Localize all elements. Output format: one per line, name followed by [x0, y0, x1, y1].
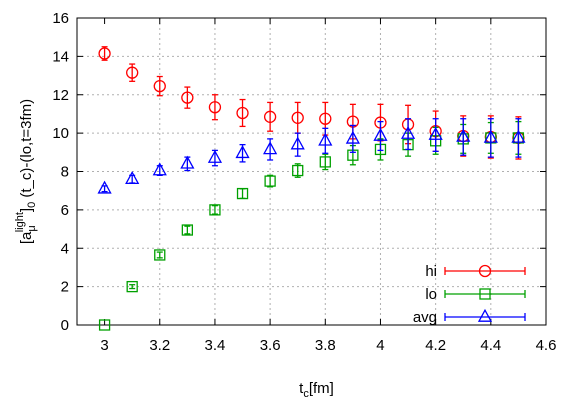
- legend: hi lo avg: [413, 263, 526, 326]
- y-tick-label: 4: [61, 240, 69, 257]
- data-point-hi: [236, 106, 249, 120]
- y-tick-label: 16: [52, 10, 69, 27]
- data-point-avg: [456, 128, 471, 142]
- x-tick-label: 4.4: [480, 337, 501, 354]
- grid-lines: [77, 18, 546, 325]
- series-lo: [98, 120, 525, 331]
- data-point-avg: [180, 155, 195, 169]
- data-point-hi: [126, 66, 139, 79]
- data-point-avg: [207, 149, 223, 163]
- x-tick-label: 3.8: [315, 337, 336, 354]
- data-point-avg: [373, 127, 388, 141]
- data-point-hi: [208, 101, 222, 114]
- data-point-lo: [98, 319, 111, 331]
- y-tick-label: 8: [61, 164, 69, 181]
- data-point-hi: [181, 91, 194, 104]
- legend-marker: [479, 288, 491, 300]
- data-point-avg: [263, 141, 278, 155]
- data-point-hi: [263, 110, 277, 123]
- legend-label: avg: [413, 309, 437, 326]
- data-point-lo: [126, 280, 138, 293]
- series-avg: [97, 118, 526, 194]
- data-point-avg: [400, 125, 416, 139]
- legend-label: hi: [425, 263, 437, 280]
- data-point-avg: [345, 130, 360, 144]
- data-point-hi: [291, 111, 304, 124]
- x-tick-label: 4: [376, 337, 384, 354]
- data-point-lo: [181, 224, 194, 236]
- x-tick-label: 4.2: [425, 337, 446, 354]
- legend-marker: [477, 308, 493, 322]
- y-axis-title: [aμlight]0 (t_c)-(lo,t=3fm): [14, 99, 38, 244]
- data-point-avg: [125, 170, 140, 185]
- y-tick-label: 14: [52, 48, 69, 65]
- data-point-avg: [152, 162, 167, 176]
- tick-labels: 3 3.2 3.4 3.6 3.8 4 4.2 4.4 4.6 0 2 4 6 8 10 12 14 16: [52, 10, 556, 354]
- y-tick-label: 10: [52, 125, 69, 142]
- data-point-hi: [319, 112, 332, 125]
- axis-titles: tc[fm] [aμlight]0 (t_c)-(lo,t=3fm): [14, 99, 334, 400]
- series-hi: [98, 46, 525, 160]
- data-point-lo: [292, 164, 304, 177]
- y-tick-label: 6: [61, 202, 69, 219]
- axes: [76, 17, 547, 326]
- x-axis-title: tc[fm]: [299, 380, 334, 400]
- y-tick-label: 12: [52, 87, 69, 104]
- data-point-avg: [318, 132, 333, 146]
- data-point-lo: [154, 249, 166, 261]
- data-point-avg: [235, 145, 250, 159]
- data-point-avg: [290, 136, 305, 150]
- legend-label: lo: [425, 286, 437, 303]
- data-point-avg: [428, 126, 443, 140]
- x-tick-label: 3: [100, 337, 108, 354]
- plot-area: [97, 46, 526, 331]
- y-tick-label: 2: [61, 279, 69, 296]
- data-point-hi: [153, 79, 166, 93]
- data-point-lo: [236, 187, 249, 200]
- legend-item-avg: avg: [413, 308, 526, 326]
- x-tick-label: 4.6: [536, 337, 557, 354]
- legend-marker: [478, 264, 492, 278]
- x-tick-label: 3.6: [260, 337, 281, 354]
- data-point-avg: [483, 129, 498, 143]
- data-point-lo: [264, 175, 276, 187]
- y-tick-label: 0: [61, 317, 69, 334]
- data-point-lo: [319, 156, 331, 168]
- data-point-avg: [97, 180, 112, 194]
- data-point-hi: [98, 47, 111, 60]
- data-point-avg: [511, 129, 526, 143]
- x-tick-label: 3.2: [149, 337, 170, 354]
- x-tick-label: 3.4: [205, 337, 226, 354]
- data-point-lo: [209, 204, 221, 216]
- legend-item-hi: hi: [425, 263, 526, 280]
- legend-item-lo: lo: [425, 286, 526, 303]
